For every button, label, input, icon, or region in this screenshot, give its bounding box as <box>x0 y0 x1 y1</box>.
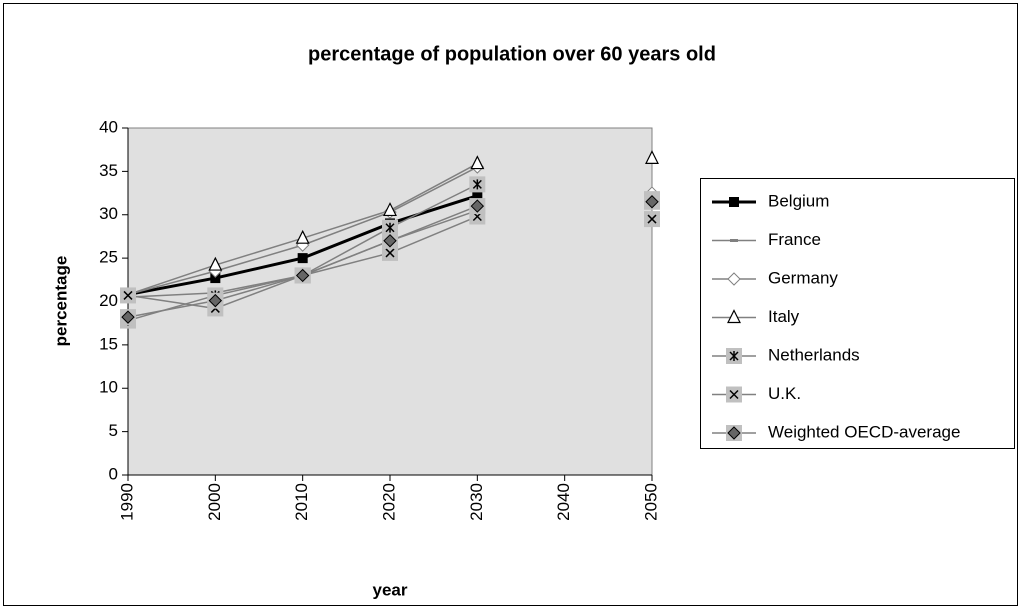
marker <box>730 239 738 242</box>
marker <box>727 309 741 324</box>
marker <box>472 190 483 201</box>
y-tick-label: 20 <box>99 291 118 310</box>
marker-shape <box>383 234 397 248</box>
y-tick-label: 10 <box>99 378 118 397</box>
marker <box>726 386 742 403</box>
legend-label: Italy <box>768 307 800 326</box>
legend-label: Germany <box>768 268 838 287</box>
x-tick-label: 2010 <box>292 483 311 521</box>
marker-shape <box>295 268 310 283</box>
y-tick-label: 15 <box>99 334 118 353</box>
marker <box>726 348 742 364</box>
marker-shape <box>208 293 223 308</box>
y-tick-label: 5 <box>109 421 118 440</box>
marker <box>726 425 742 441</box>
marker <box>120 309 136 326</box>
marker <box>207 292 224 309</box>
legend-label: Netherlands <box>768 345 860 364</box>
marker <box>382 232 398 249</box>
y-tick-label: 40 <box>99 117 118 136</box>
marker-shape <box>727 426 741 440</box>
x-tick-label: 2040 <box>554 483 573 521</box>
marker <box>208 256 223 271</box>
marker-shape <box>729 197 739 207</box>
y-tick-label: 0 <box>109 464 118 483</box>
marker <box>644 211 660 228</box>
marker-shape <box>208 256 223 271</box>
x-tick-label: 2000 <box>205 483 224 521</box>
chart-title: percentage of population over 60 years o… <box>308 43 716 65</box>
marker-shape <box>730 239 738 242</box>
x-tick-label: 2050 <box>641 483 660 521</box>
legend-label: France <box>768 230 821 249</box>
plot-area <box>127 127 653 476</box>
marker <box>120 287 136 304</box>
marker-stroke <box>123 290 133 300</box>
legend-box <box>700 178 1015 449</box>
legend-label: U.K. <box>768 384 801 403</box>
marker-shape <box>210 273 221 284</box>
marker <box>470 155 485 170</box>
y-tick-label: 25 <box>99 248 118 267</box>
marker-shape <box>472 190 483 201</box>
x-axis-title: year <box>373 580 408 599</box>
marker <box>469 198 486 215</box>
marker <box>382 244 398 261</box>
marker <box>295 229 310 244</box>
y-axis-title: percentage <box>51 256 70 347</box>
y-tick-label: 30 <box>99 204 118 223</box>
marker <box>469 176 486 193</box>
marker-shape <box>470 155 485 170</box>
marker-shape <box>121 310 135 324</box>
marker <box>644 193 660 210</box>
marker-shape <box>295 229 310 244</box>
legend-label: Weighted OECD-average <box>768 422 960 441</box>
legend-label: Belgium <box>768 191 829 210</box>
marker-stroke <box>729 389 739 400</box>
marker <box>210 273 221 284</box>
marker <box>727 272 741 286</box>
marker-shape <box>727 309 741 324</box>
marker-shape <box>383 202 397 217</box>
marker-stroke <box>647 214 657 224</box>
marker <box>297 253 308 264</box>
x-tick-label: 1990 <box>117 483 136 521</box>
marker <box>294 267 311 284</box>
x-tick-label: 2030 <box>467 483 486 521</box>
marker-shape <box>470 199 485 213</box>
marker <box>382 219 398 236</box>
marker <box>383 202 397 217</box>
marker-shape <box>297 253 308 264</box>
marker <box>729 197 739 207</box>
y-tick-label: 35 <box>99 161 118 180</box>
marker <box>645 150 659 164</box>
x-tick-label: 2020 <box>379 483 398 521</box>
marker-shape <box>645 195 659 209</box>
marker-shape <box>645 150 659 164</box>
marker-shape <box>727 272 741 286</box>
marker-stroke <box>385 248 395 258</box>
